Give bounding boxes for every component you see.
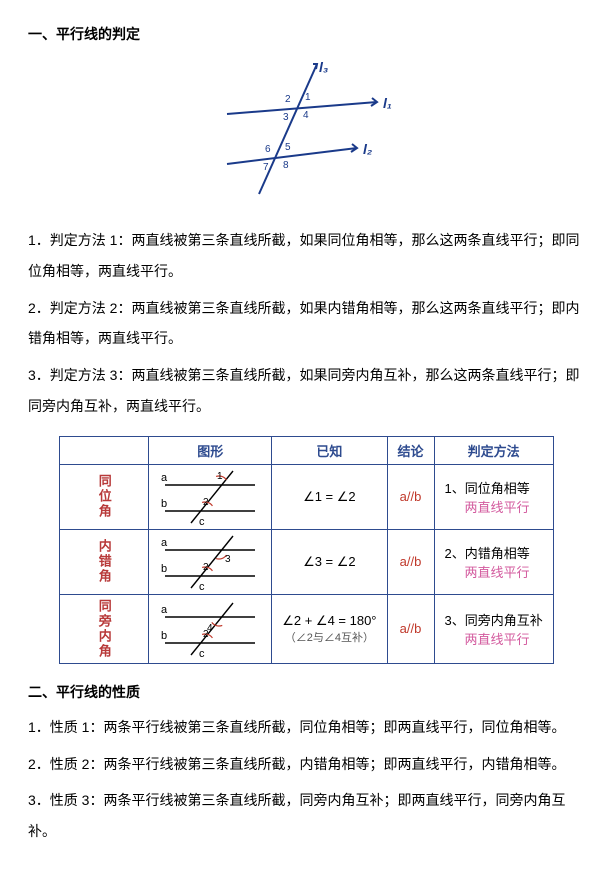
row-method: 2、内错角相等两直线平行 bbox=[434, 529, 553, 594]
angle-7: 7 bbox=[263, 162, 269, 173]
svg-text:2: 2 bbox=[203, 562, 209, 573]
label-l3: l₃ bbox=[319, 59, 328, 75]
table-row: 同位角 a b c 1 2 ∠1 = ∠2a//b1、同位角相等两直线平行 bbox=[60, 464, 554, 529]
row-conclusion: a//b bbox=[387, 529, 434, 594]
svg-text:c: c bbox=[199, 581, 205, 592]
svg-text:a: a bbox=[161, 537, 168, 549]
angle-8: 8 bbox=[283, 160, 289, 171]
row-method: 1、同位角相等两直线平行 bbox=[434, 464, 553, 529]
svg-text:b: b bbox=[161, 630, 167, 642]
row-conclusion: a//b bbox=[387, 594, 434, 663]
row-method: 3、同旁内角互补两直线平行 bbox=[434, 594, 553, 663]
th-given: 已知 bbox=[272, 436, 387, 464]
label-l2: l₂ bbox=[363, 141, 372, 157]
svg-text:b: b bbox=[161, 563, 167, 575]
row-given: ∠1 = ∠2 bbox=[272, 464, 387, 529]
s1-p2: 2．判定方法 2：两直线被第三条直线所截，如果内错角相等，那么这两条直线平行；即… bbox=[28, 293, 585, 355]
svg-text:a: a bbox=[161, 604, 168, 616]
row-label: 内错角 bbox=[60, 529, 149, 594]
row-conclusion: a//b bbox=[387, 464, 434, 529]
transversal-figure-svg: l₃ l₁ l₂ 1 2 3 4 5 6 7 8 bbox=[197, 54, 417, 204]
angle-4: 4 bbox=[303, 110, 309, 121]
row-given: ∠3 = ∠2 bbox=[272, 529, 387, 594]
svg-text:c: c bbox=[199, 516, 205, 527]
row-given: ∠2 + ∠4 = 180°（∠2与∠4互补） bbox=[272, 594, 387, 663]
row-diagram: a b c 1 2 bbox=[149, 464, 272, 529]
row-diagram: a b c 3 2 bbox=[149, 529, 272, 594]
table-header-row: 图形 已知 结论 判定方法 bbox=[60, 436, 554, 464]
table-row: 同旁内角 a b c 42 ∠2 + ∠4 = 180°（∠2与∠4互补）a//… bbox=[60, 594, 554, 663]
label-l1: l₁ bbox=[383, 95, 392, 111]
section1-heading: 一、平行线的判定 bbox=[28, 24, 585, 44]
angle-6: 6 bbox=[265, 144, 271, 155]
th-blank bbox=[60, 436, 149, 464]
row-diagram: a b c 42 bbox=[149, 594, 272, 663]
svg-text:b: b bbox=[161, 498, 167, 510]
row-label: 同旁内角 bbox=[60, 594, 149, 663]
s2-p1: 1．性质 1：两条平行线被第三条直线所截，同位角相等；即两直线平行，同位角相等。 bbox=[28, 712, 585, 743]
angle-3: 3 bbox=[283, 112, 289, 123]
row-label: 同位角 bbox=[60, 464, 149, 529]
main-figure: l₃ l₁ l₂ 1 2 3 4 5 6 7 8 bbox=[28, 54, 585, 207]
angle-2: 2 bbox=[285, 94, 291, 105]
svg-text:2: 2 bbox=[203, 629, 209, 640]
angle-1: 1 bbox=[305, 92, 311, 103]
methods-table: 图形 已知 结论 判定方法 同位角 a b c 12 ∠1 = ∠2a//b1、… bbox=[59, 436, 554, 664]
s1-p3: 3．判定方法 3：两直线被第三条直线所截，如果同旁内角互补，那么这两条直线平行；… bbox=[28, 360, 585, 422]
svg-text:3: 3 bbox=[225, 554, 231, 565]
methods-table-wrap: 图形 已知 结论 判定方法 同位角 a b c 12 ∠1 = ∠2a//b1、… bbox=[28, 436, 585, 664]
th-concl: 结论 bbox=[387, 436, 434, 464]
angle-5: 5 bbox=[285, 142, 291, 153]
table-row: 内错角 a b c 3 2 ∠3 = ∠2a//b2、内错角相等两直线平行 bbox=[60, 529, 554, 594]
th-method: 判定方法 bbox=[434, 436, 553, 464]
s1-p1: 1．判定方法 1：两直线被第三条直线所截，如果同位角相等，那么这两条直线平行；即… bbox=[28, 225, 585, 287]
s2-p2: 2．性质 2：两条平行线被第三条直线所截，内错角相等；即两直线平行，内错角相等。 bbox=[28, 749, 585, 780]
svg-text:2: 2 bbox=[203, 497, 209, 508]
svg-text:a: a bbox=[161, 472, 168, 484]
th-figure: 图形 bbox=[149, 436, 272, 464]
svg-text:1: 1 bbox=[217, 471, 223, 482]
svg-text:c: c bbox=[199, 648, 205, 659]
s2-p3: 3．性质 3：两条平行线被第三条直线所截，同旁内角互补；即两直线平行，同旁内角互… bbox=[28, 785, 585, 847]
